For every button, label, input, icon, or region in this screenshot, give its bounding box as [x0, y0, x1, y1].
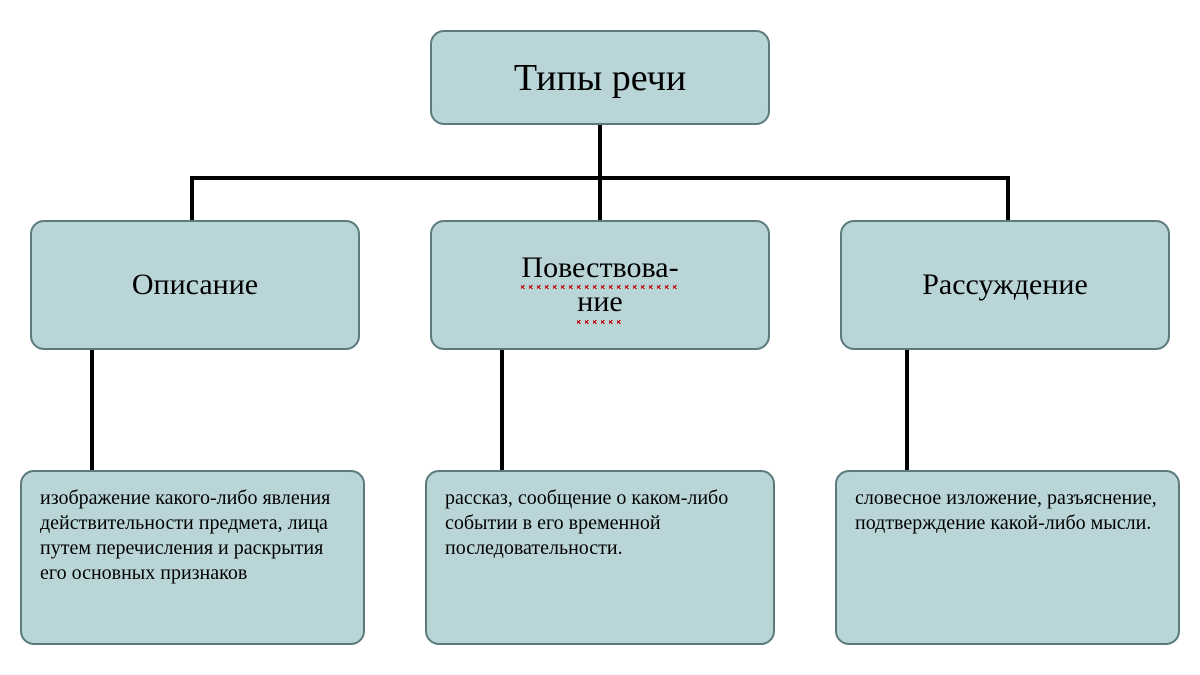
- connector-root-vertical: [598, 125, 602, 180]
- diagram-canvas: Типы речи Описание Повествова- ние Рассу…: [0, 0, 1200, 675]
- connector-drop-2: [598, 176, 602, 220]
- leaf-text-reasoning: словесное изложение, разъяснение, подтве…: [855, 486, 1160, 536]
- child-node-reasoning: Рассуждение: [840, 220, 1170, 350]
- root-node: Типы речи: [430, 30, 770, 125]
- child-label-description: Описание: [132, 268, 258, 303]
- leaf-node-narration: рассказ, сообщение о каком-либо событии …: [425, 470, 775, 645]
- root-label: Типы речи: [514, 56, 686, 100]
- child-label-narration: Повествова- ние: [521, 251, 678, 320]
- leaf-text-narration: рассказ, сообщение о каком-либо событии …: [445, 486, 755, 561]
- leaf-text-description: изображение какого-либо явления действит…: [40, 486, 345, 586]
- child-label-narration-line2: ние: [577, 285, 622, 320]
- connector-leaf-3: [905, 350, 909, 470]
- connector-leaf-1: [90, 350, 94, 470]
- connector-drop-3: [1006, 176, 1010, 220]
- child-node-description: Описание: [30, 220, 360, 350]
- leaf-node-description: изображение какого-либо явления действит…: [20, 470, 365, 645]
- child-node-narration: Повествова- ние: [430, 220, 770, 350]
- child-label-reasoning: Рассуждение: [922, 268, 1088, 303]
- leaf-node-reasoning: словесное изложение, разъяснение, подтве…: [835, 470, 1180, 645]
- connector-leaf-2: [500, 350, 504, 470]
- child-label-narration-line1: Повествова-: [521, 251, 678, 286]
- connector-drop-1: [190, 176, 194, 220]
